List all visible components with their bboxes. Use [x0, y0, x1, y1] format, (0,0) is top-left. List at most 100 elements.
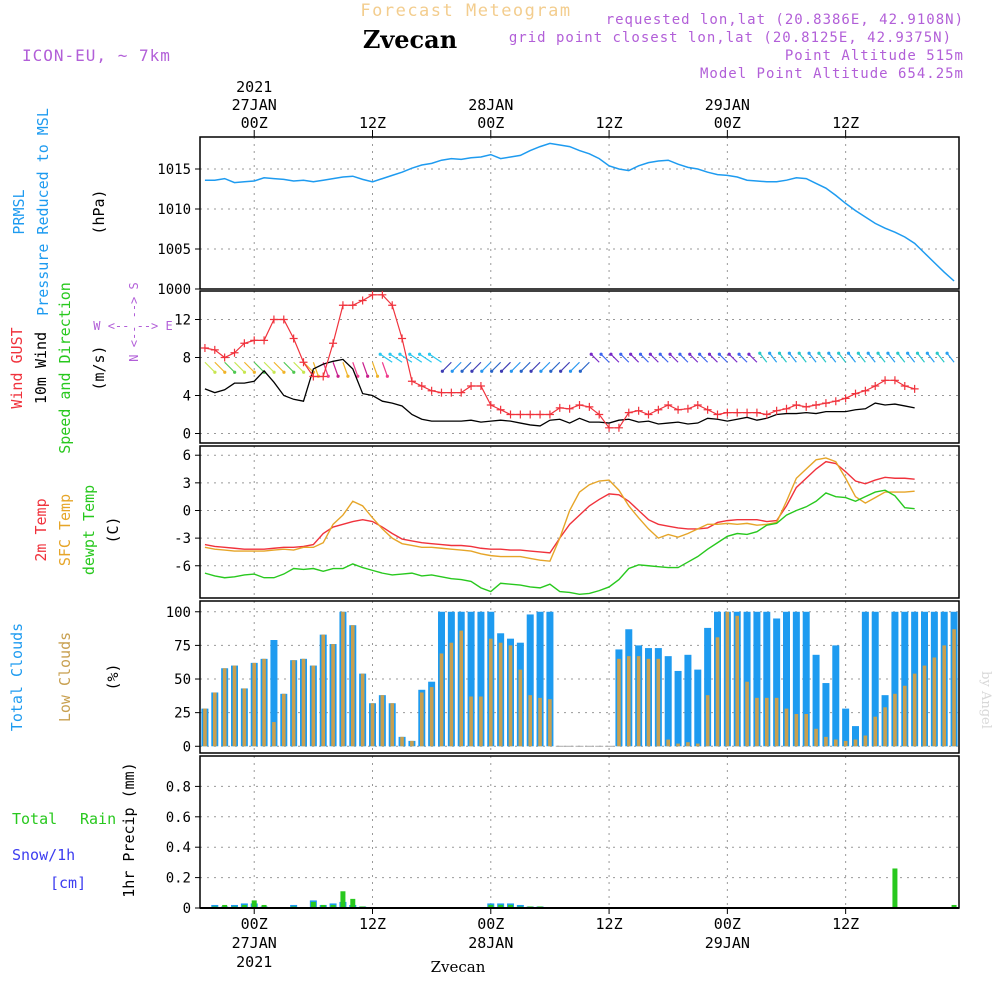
gust-marker	[388, 301, 397, 310]
low-cloud-bar	[538, 697, 542, 747]
precip-panel: 0 0.2 0.4 0.6 0.8	[166, 755, 960, 917]
top-time-label: 00Z	[714, 114, 741, 132]
gust-marker	[348, 301, 357, 310]
gust-marker	[802, 402, 811, 411]
wind-arrow	[728, 353, 738, 363]
low-cloud-bar	[735, 615, 740, 747]
low-cloud-bar	[745, 681, 749, 747]
low-cloud-bar	[449, 642, 454, 747]
wind-arrow	[451, 361, 462, 372]
wind-arrowhead	[609, 352, 613, 356]
wind-arrowhead	[629, 352, 633, 356]
wind-arrowhead	[490, 369, 494, 373]
wind-arrow	[759, 352, 768, 363]
bottom-time-label: 12Z	[359, 915, 386, 933]
low-cloud-bar	[666, 739, 671, 747]
low-cloud-bar	[548, 699, 552, 747]
pressure-border	[199, 136, 960, 290]
gust-marker	[437, 388, 446, 397]
gridpoint-coords: grid point closest lon,lat (20.8125E, 42…	[509, 30, 952, 46]
wind-arrowhead	[282, 370, 286, 374]
wind-arrow	[779, 352, 787, 363]
gust-marker	[762, 410, 771, 419]
low-cloud-bar	[341, 611, 345, 747]
gust-marker	[240, 339, 249, 348]
wind-arrowhead	[797, 351, 801, 355]
wind-arrowhead	[906, 351, 910, 355]
rain-bar	[310, 901, 316, 908]
wind-arrowhead	[539, 369, 543, 373]
cloud-ytick-label: 75	[174, 638, 191, 654]
gust-marker	[536, 410, 545, 419]
low-cloud-bar	[794, 713, 799, 747]
wind-arrow	[520, 361, 531, 372]
wind-ytick-label: 4	[183, 389, 191, 405]
wind-arrowhead	[837, 351, 841, 355]
wind-arrow	[610, 353, 620, 363]
low-cloud-bar	[360, 673, 365, 747]
clouds-panel: 0 25 50 75 100	[166, 600, 960, 755]
low-cloud-bar	[262, 658, 266, 747]
wind-arrow	[293, 361, 305, 373]
rain-bar	[951, 904, 957, 908]
wind-arrow	[461, 361, 472, 372]
wind-arrow	[540, 361, 551, 372]
wind-arrowhead	[568, 369, 573, 373]
cm-unit-label: [cm]	[50, 874, 86, 892]
gust-marker	[467, 382, 476, 390]
gust-marker	[358, 296, 367, 305]
wind-arrow	[848, 352, 856, 363]
wind-arrow	[481, 361, 492, 372]
wind-arrow	[352, 362, 359, 377]
low-cloud-bar	[508, 645, 513, 747]
rain-label: Rain	[80, 810, 116, 828]
wind-arrowhead	[292, 370, 296, 374]
low-cloud-bar	[676, 743, 680, 747]
wind-arrowhead	[440, 369, 444, 373]
model-label: ICON-EU, ~ 7km	[22, 46, 171, 65]
temp-ytick-label: 3	[183, 476, 191, 492]
low-cloud-bar	[528, 695, 533, 747]
pct-unit-label: (%)	[104, 663, 122, 690]
low-cloud-bar	[814, 728, 818, 747]
gust-marker	[733, 408, 742, 417]
low-cloud-bar	[203, 708, 207, 747]
wind-arrowhead	[787, 351, 791, 355]
bottom-time-label: 00Z	[477, 915, 504, 933]
low-cloud-bar	[311, 665, 316, 747]
low-cloud-bar	[232, 665, 237, 747]
wind-arrow	[389, 353, 403, 363]
gust-marker	[555, 403, 564, 412]
model-altitude: Model Point Altitude 654.25m	[700, 66, 964, 82]
wind-arrowhead	[549, 369, 553, 373]
wind-arrow	[579, 361, 590, 372]
low-cloud-bar	[301, 658, 306, 747]
rain-bar	[498, 904, 504, 908]
low-cloud-bar	[419, 692, 424, 747]
wind-arrow	[253, 361, 265, 373]
wind-arrow	[887, 352, 896, 363]
temp-ytick-label: 6	[183, 448, 191, 464]
wind-arrow	[838, 352, 847, 363]
gust-marker	[605, 423, 614, 432]
wind-arrow	[867, 352, 876, 363]
wind-arrowhead	[578, 369, 582, 373]
gust-marker	[900, 382, 909, 390]
wind-arrowhead	[737, 352, 741, 356]
wind-arrowhead	[470, 369, 474, 373]
low-cloud-bar	[863, 735, 868, 747]
gust-marker	[683, 404, 692, 413]
wind-arrowhead	[346, 374, 350, 378]
low-cloud-bar	[912, 673, 917, 747]
wind-arrow	[640, 353, 649, 363]
temp-ytick-label: -6	[174, 559, 191, 575]
wind-arrow	[362, 362, 369, 377]
total-cloud-bar	[783, 611, 790, 747]
low-cloud-bar	[222, 668, 227, 747]
wind-panel: 0 4 8 12	[174, 290, 960, 444]
wind-arrowhead	[935, 351, 939, 355]
gust-marker	[220, 353, 229, 362]
gust-marker	[309, 372, 318, 381]
wind-arrow	[312, 362, 319, 377]
